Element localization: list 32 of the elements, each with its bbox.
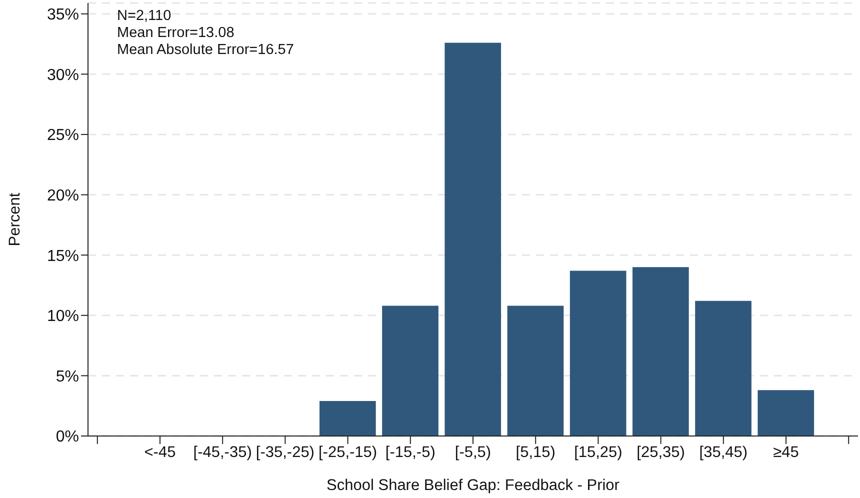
bar <box>507 306 564 436</box>
x-tick-label: [-25,-15) <box>318 444 378 462</box>
bar <box>758 390 814 436</box>
x-tick-label: [-5,5) <box>454 444 492 462</box>
bar <box>695 300 752 436</box>
x-tick-label: [-35,-25) <box>256 444 314 462</box>
annotation: Mean Error=13.08 <box>117 25 236 42</box>
annotation: N=2,110 <box>117 8 172 25</box>
y-tick-label: 20% <box>46 187 79 204</box>
bar <box>382 306 438 436</box>
y-tick-label: 0% <box>56 428 79 446</box>
annotation: Mean Absolute Error=16.57 <box>117 42 294 59</box>
y-axis-title: Percent <box>6 192 24 246</box>
y-tick-label: 5% <box>56 368 79 386</box>
bar <box>570 270 626 436</box>
bar <box>632 267 689 436</box>
x-tick-label: [15,25) <box>574 444 622 462</box>
bar <box>319 401 376 436</box>
y-tick-label: 10% <box>46 308 79 326</box>
x-tick-label: ≥45 <box>773 444 799 462</box>
x-tick-label: [-45,-35) <box>193 444 252 462</box>
y-tick-label: 30% <box>46 66 79 84</box>
y-tick-label: 15% <box>46 248 79 265</box>
x-tick-label: [-15,-5) <box>385 444 436 462</box>
x-tick-label: [5,15) <box>516 444 556 462</box>
bar <box>444 42 502 436</box>
x-tick-label: [25,35) <box>636 444 685 462</box>
y-tick-label: 35% <box>46 6 79 24</box>
x-tick-label: <-45 <box>144 444 176 462</box>
x-axis-title: School Share Belief Gap: Feedback - Prior <box>326 477 620 494</box>
x-tick-label: [35,45) <box>699 444 748 462</box>
y-tick-label: 25% <box>46 127 79 144</box>
